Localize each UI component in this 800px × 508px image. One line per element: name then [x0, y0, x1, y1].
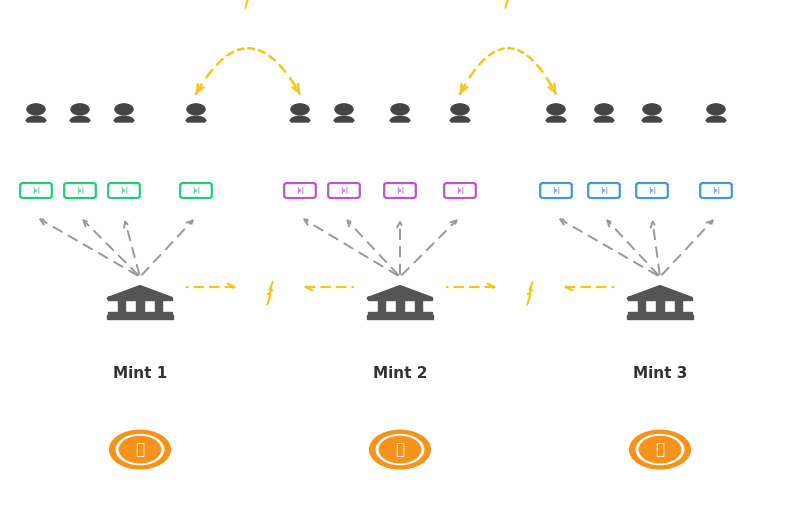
Circle shape — [450, 103, 470, 115]
Polygon shape — [707, 117, 725, 121]
Polygon shape — [378, 300, 386, 311]
Text: |₀|: |₀| — [76, 187, 84, 194]
Polygon shape — [628, 298, 692, 300]
FancyBboxPatch shape — [328, 183, 360, 198]
FancyBboxPatch shape — [64, 183, 96, 198]
Text: |₀|: |₀| — [192, 187, 200, 194]
Polygon shape — [154, 300, 162, 311]
Polygon shape — [118, 300, 126, 311]
FancyBboxPatch shape — [636, 183, 668, 198]
Polygon shape — [396, 300, 404, 311]
FancyBboxPatch shape — [588, 183, 620, 198]
Circle shape — [114, 103, 134, 115]
Polygon shape — [108, 287, 172, 298]
Text: ₿: ₿ — [135, 442, 145, 457]
Circle shape — [26, 103, 46, 115]
Circle shape — [379, 436, 421, 463]
Circle shape — [370, 430, 430, 469]
Polygon shape — [71, 117, 89, 121]
Circle shape — [290, 103, 310, 115]
Polygon shape — [628, 311, 692, 314]
Circle shape — [110, 430, 170, 469]
Text: |₀|: |₀| — [648, 187, 656, 194]
Circle shape — [630, 430, 690, 469]
FancyBboxPatch shape — [384, 183, 416, 198]
Polygon shape — [595, 117, 613, 121]
Text: |₀|: |₀| — [396, 187, 404, 194]
Polygon shape — [626, 314, 694, 319]
Text: |₀|: |₀| — [32, 187, 40, 194]
Text: |₀|: |₀| — [120, 187, 128, 194]
Text: |₀|: |₀| — [296, 187, 304, 194]
Circle shape — [546, 103, 566, 115]
Polygon shape — [115, 117, 133, 121]
Polygon shape — [267, 281, 273, 305]
Circle shape — [594, 103, 614, 115]
Circle shape — [639, 436, 681, 463]
Text: Mint 2: Mint 2 — [373, 366, 427, 381]
Polygon shape — [414, 300, 422, 311]
Polygon shape — [106, 314, 174, 319]
Polygon shape — [547, 117, 565, 121]
Polygon shape — [451, 117, 469, 121]
Text: ₿: ₿ — [655, 442, 665, 457]
Circle shape — [334, 103, 354, 115]
Polygon shape — [368, 311, 432, 314]
Polygon shape — [656, 300, 664, 311]
Polygon shape — [391, 117, 409, 121]
Polygon shape — [27, 117, 45, 121]
Circle shape — [376, 434, 424, 465]
Polygon shape — [366, 314, 434, 319]
FancyBboxPatch shape — [444, 183, 476, 198]
Polygon shape — [505, 0, 511, 9]
Text: |₀|: |₀| — [552, 187, 560, 194]
Polygon shape — [187, 117, 205, 121]
FancyBboxPatch shape — [108, 183, 140, 198]
Polygon shape — [291, 117, 309, 121]
Circle shape — [116, 434, 164, 465]
FancyBboxPatch shape — [284, 183, 316, 198]
Polygon shape — [674, 300, 682, 311]
Polygon shape — [335, 117, 353, 121]
Polygon shape — [368, 287, 432, 298]
FancyBboxPatch shape — [540, 183, 572, 198]
Polygon shape — [643, 117, 661, 121]
Text: Mint 3: Mint 3 — [633, 366, 687, 381]
Text: |₀|: |₀| — [712, 187, 720, 194]
Circle shape — [186, 103, 206, 115]
Polygon shape — [136, 300, 144, 311]
FancyBboxPatch shape — [700, 183, 732, 198]
FancyBboxPatch shape — [20, 183, 52, 198]
Text: |₀|: |₀| — [340, 187, 348, 194]
Circle shape — [636, 434, 684, 465]
FancyBboxPatch shape — [180, 183, 212, 198]
Circle shape — [70, 103, 90, 115]
Polygon shape — [108, 298, 172, 300]
Text: Mint 1: Mint 1 — [113, 366, 167, 381]
Circle shape — [706, 103, 726, 115]
Text: |₀|: |₀| — [600, 187, 608, 194]
Circle shape — [119, 436, 161, 463]
Circle shape — [642, 103, 662, 115]
Circle shape — [390, 103, 410, 115]
Text: ₿: ₿ — [395, 442, 405, 457]
Polygon shape — [628, 287, 692, 298]
Polygon shape — [108, 311, 172, 314]
Polygon shape — [245, 0, 251, 9]
Text: |₀|: |₀| — [456, 187, 464, 194]
Polygon shape — [638, 300, 646, 311]
Polygon shape — [527, 281, 533, 305]
Polygon shape — [368, 298, 432, 300]
